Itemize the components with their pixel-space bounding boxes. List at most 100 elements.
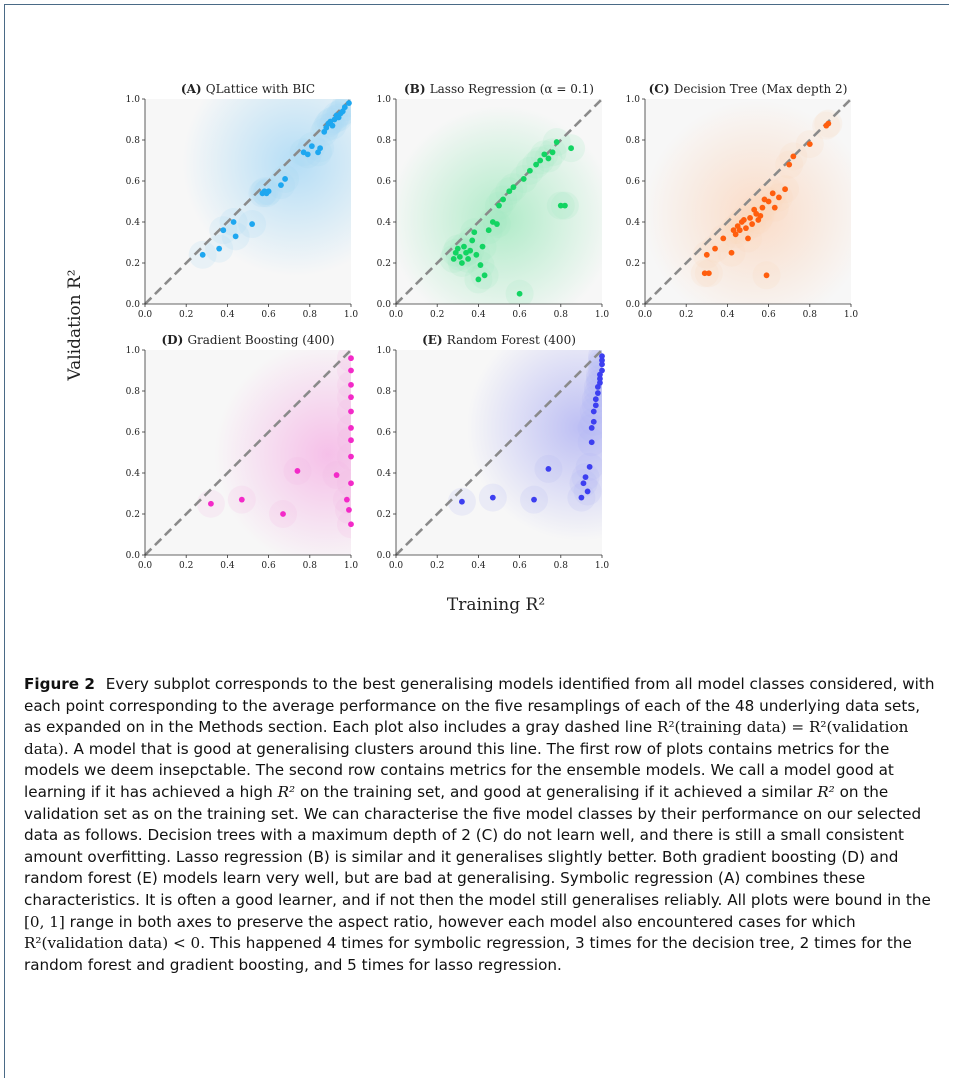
data-point — [765, 198, 772, 205]
data-point — [747, 215, 753, 221]
caption-equation-1: R²(training data) = R²(validation data). — [24, 718, 909, 758]
data-point — [701, 270, 708, 277]
data-point — [790, 153, 797, 160]
data-point — [348, 425, 354, 431]
x-tick-label: 0.4 — [471, 561, 486, 571]
data-point — [720, 235, 727, 242]
x-tick-label: 1.0 — [595, 310, 610, 320]
y-tick-label: 0.4 — [626, 218, 641, 228]
y-tick-label: 0.0 — [377, 551, 392, 561]
data-point — [541, 151, 548, 158]
panel-a: 0.00.0 0.2 0.2 0.4 0.4 0.6 0.6 0.8 0.8 1.0 1.0 (A) … — [126, 82, 359, 320]
data-point — [232, 233, 239, 240]
caption-text-1: Every subplot corresponds to the best ge… — [24, 675, 935, 737]
x-tick-label: 0.8 — [554, 310, 569, 320]
y-tick-label: 0.8 — [377, 136, 392, 146]
data-point — [549, 149, 556, 156]
data-point — [568, 145, 574, 152]
data-point — [594, 390, 601, 396]
data-point — [216, 245, 223, 252]
data-point — [584, 488, 591, 495]
y-tick-label: 0.6 — [377, 177, 392, 187]
data-point — [590, 408, 597, 415]
data-point — [545, 466, 552, 472]
data-point — [348, 355, 354, 362]
data-point — [531, 496, 537, 503]
data-point — [456, 253, 463, 260]
y-tick-label: 0.2 — [126, 259, 140, 269]
x-tick-label: 0.4 — [220, 310, 235, 320]
x-tick-label: 0.8 — [803, 310, 818, 320]
data-point — [776, 194, 782, 201]
caption-text-3: on the training set, and good at general… — [299, 782, 813, 801]
reference-line — [644, 98, 852, 305]
y-tick-label: 1.0 — [126, 95, 141, 105]
data-point — [588, 439, 595, 446]
caption-r2-b: R² — [817, 782, 835, 801]
data-point — [348, 394, 354, 401]
data-point — [545, 155, 552, 162]
data-point — [562, 202, 568, 209]
data-point — [728, 249, 735, 256]
data-point — [477, 262, 484, 268]
data-point — [703, 251, 710, 258]
density-blob — [337, 510, 351, 539]
x-tick-label: 0.8 — [554, 561, 569, 571]
density-blob — [332, 485, 351, 514]
x-tick-label: 0.6 — [761, 310, 776, 320]
data-point — [346, 507, 352, 513]
y-tick-label: 0.8 — [377, 387, 392, 397]
data-point — [348, 437, 354, 444]
density-blob — [337, 383, 351, 412]
y-tick-label: 1.0 — [377, 95, 392, 105]
density-blob — [337, 413, 351, 442]
data-point — [348, 367, 354, 374]
data-point — [346, 100, 352, 106]
data-point — [592, 396, 599, 403]
density-blob — [337, 469, 351, 498]
data-point — [599, 361, 605, 368]
y-tick-label: 0.4 — [377, 218, 392, 228]
data-point — [238, 496, 245, 503]
y-tick-label: 0.0 — [626, 300, 641, 310]
y-tick-label: 0.8 — [626, 136, 641, 146]
data-point — [705, 270, 712, 277]
data-point — [450, 256, 457, 262]
data-point — [341, 104, 348, 111]
data-point — [516, 290, 523, 297]
data-point — [763, 272, 770, 279]
density-blob — [588, 350, 602, 379]
y-tick-label: 0.2 — [626, 259, 640, 269]
data-point — [208, 500, 214, 507]
panel-c: 0.00.0 0.2 0.2 0.4 0.4 0.6 0.6 0.8 0.8 1.0 1.0 (C) … — [626, 82, 859, 320]
x-tick-label: 0.6 — [512, 561, 527, 571]
data-point — [496, 202, 502, 209]
data-point — [599, 353, 605, 360]
data-point — [294, 468, 301, 474]
x-tick-label: 0.4 — [720, 310, 735, 320]
data-point — [599, 367, 605, 374]
data-point — [469, 237, 476, 244]
panel-e: 0.00.0 0.2 0.2 0.4 0.4 0.6 0.6 0.8 0.8 1.0 1.0 (E) … — [377, 333, 610, 571]
data-point — [304, 151, 311, 158]
data-point — [348, 480, 354, 487]
data-point — [736, 227, 743, 234]
x-tick-label: 0.2 — [179, 310, 193, 320]
x-tick-label: 1.0 — [344, 561, 359, 571]
data-point — [582, 474, 589, 480]
data-point — [745, 235, 751, 242]
panel-title: (D) Gradient Boosting (400) — [162, 333, 335, 347]
shared-x-axis-label: Training R² — [447, 595, 545, 615]
x-tick-label: 0.8 — [303, 561, 318, 571]
x-tick-label: 0.0 — [389, 561, 404, 571]
data-point — [533, 161, 539, 168]
page-frame — [4, 4, 949, 1078]
caption-range: [0, 1] — [24, 912, 65, 931]
y-tick-label: 0.0 — [126, 300, 141, 310]
caption-label: Figure 2 — [24, 675, 95, 693]
data-point — [265, 188, 272, 195]
density-blob — [337, 442, 351, 471]
data-point — [553, 139, 560, 145]
data-point — [732, 231, 739, 238]
x-tick-label: 1.0 — [344, 310, 359, 320]
